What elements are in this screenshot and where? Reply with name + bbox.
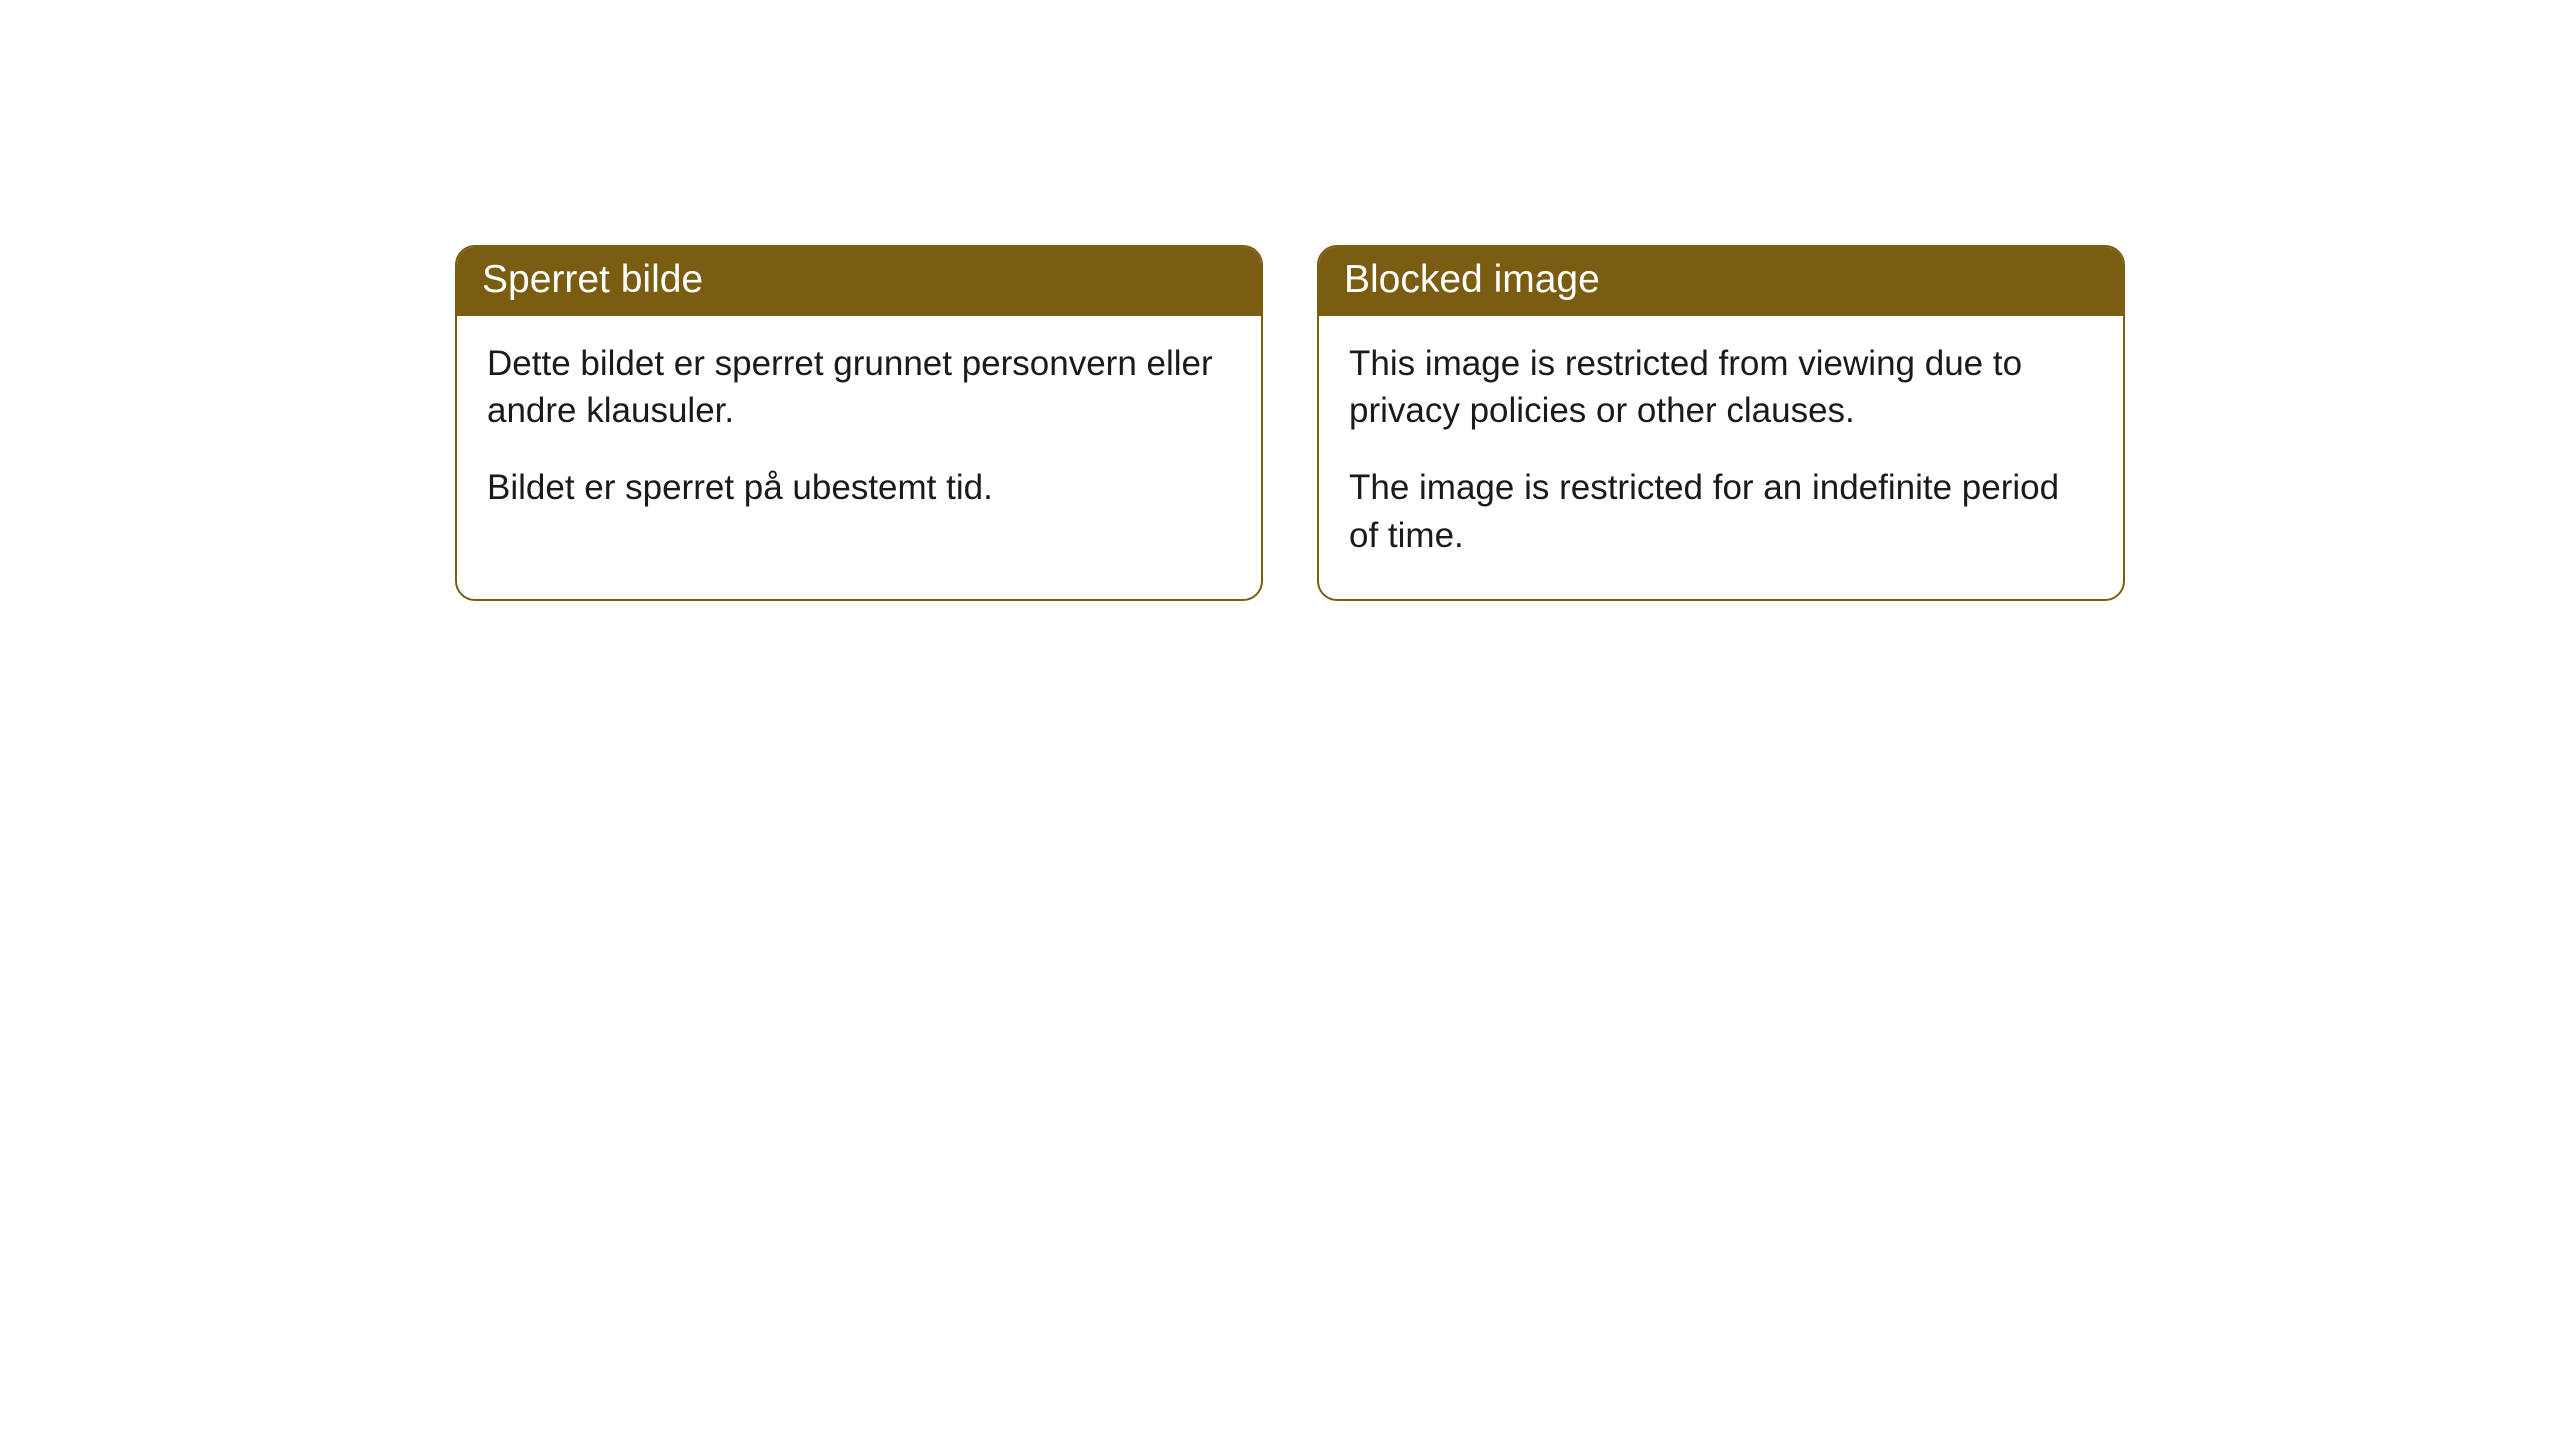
notice-card-english: Blocked image This image is restricted f… <box>1317 245 2125 601</box>
notice-card-norwegian: Sperret bilde Dette bildet er sperret gr… <box>455 245 1263 601</box>
card-paragraph: The image is restricted for an indefinit… <box>1349 464 2093 559</box>
card-paragraph: Dette bildet er sperret grunnet personve… <box>487 340 1231 435</box>
card-header-norwegian: Sperret bilde <box>457 247 1261 316</box>
card-header-english: Blocked image <box>1319 247 2123 316</box>
card-body-english: This image is restricted from viewing du… <box>1319 316 2123 599</box>
card-body-norwegian: Dette bildet er sperret grunnet personve… <box>457 316 1261 552</box>
card-title: Blocked image <box>1344 258 1600 301</box>
card-paragraph: This image is restricted from viewing du… <box>1349 340 2093 435</box>
card-paragraph: Bildet er sperret på ubestemt tid. <box>487 464 1231 511</box>
notice-cards-container: Sperret bilde Dette bildet er sperret gr… <box>455 245 2125 601</box>
card-title: Sperret bilde <box>482 258 703 301</box>
